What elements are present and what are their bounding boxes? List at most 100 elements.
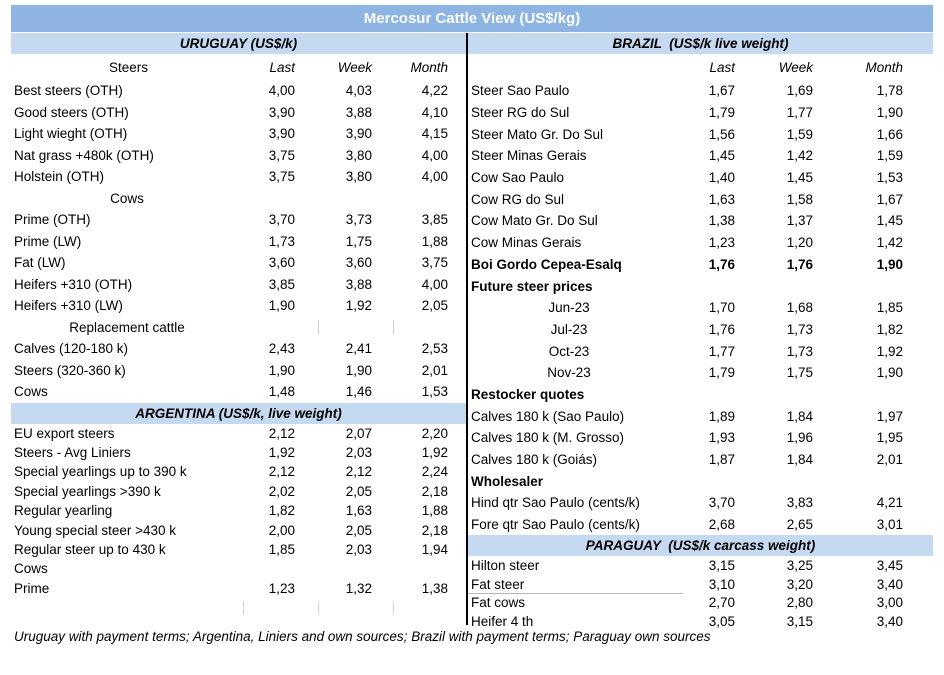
value-last: 1,63: [708, 191, 735, 207]
table-row: Prime 1,23 1,32 1,38: [11, 578, 466, 599]
table-row: [11, 598, 466, 618]
value-month: 3,00: [876, 595, 903, 611]
value-week: 3,60: [345, 255, 372, 271]
value-month: 1,66: [876, 126, 903, 142]
value-month: 4,15: [421, 126, 448, 142]
table-row: Fat steer 3,10 3,20 3,40: [468, 575, 933, 594]
value-last: 1,77: [708, 343, 735, 359]
table-row: Jul-23 1,76 1,73 1,82: [468, 318, 933, 341]
value-month: 2,20: [421, 425, 448, 441]
column-header-last: Last: [269, 59, 295, 75]
table-row: Hilton steer 3,15 3,25 3,45: [468, 556, 933, 576]
row-label: Prime (OTH): [14, 212, 91, 228]
table-row: Boi Gordo Cepea-Esalq 1,76 1,76 1,90: [468, 253, 933, 276]
value-last: 1,73: [268, 233, 295, 249]
row-label: Regular steer up to 430 k: [14, 542, 166, 558]
table-row: Fat (LW) 3,60 3,60 3,75: [11, 252, 466, 274]
table-row: Future steer prices: [468, 275, 933, 297]
value-week: 3,20: [786, 576, 813, 592]
gridline-mark: [393, 319, 394, 334]
value-last: 3,10: [708, 576, 735, 592]
left-column: URUGUAY (US$/k) Steers Last Week Month Best s…: [11, 33, 466, 618]
value-last: 2,68: [708, 517, 735, 533]
value-month: 4,00: [421, 276, 448, 292]
row-label: Wholesaler: [471, 473, 544, 489]
value-week: 1,46: [345, 384, 372, 400]
value-last: 3,90: [268, 104, 295, 120]
row-label: Good steers (OTH): [14, 104, 129, 120]
value-last: 1,45: [708, 148, 735, 164]
value-last: 1,38: [708, 213, 735, 229]
section-argentina: EU export steers 2,12 2,07 2,20 Steers - Avg…: [11, 423, 466, 618]
value-week: 3,80: [345, 169, 372, 185]
table-row: Cows 1,48 1,46 1,53: [11, 381, 466, 403]
row-label: Steer Minas Gerais: [471, 148, 587, 164]
value-last: 2,70: [708, 595, 735, 611]
row-label: Prime (LW): [14, 233, 82, 249]
value-last: 3,70: [708, 495, 735, 511]
table-row: Regular yearling 1,82 1,63 1,88: [11, 501, 466, 521]
value-last: 1,89: [708, 408, 735, 424]
column-header-row: Last Week Month: [468, 54, 933, 80]
value-week: 2,07: [345, 425, 372, 441]
section-brazil: Last Week Month Steer Sao Paulo 1,67 1,69 1,78…: [468, 54, 933, 536]
row-label: Jun-23: [548, 300, 590, 316]
table-row: Fore qtr Sao Paulo (cents/k) 2,68 2,65 3,01: [468, 513, 933, 536]
table-row: Cow RG do Sul 1,63 1,58 1,67: [468, 188, 933, 211]
value-last: 1,87: [708, 452, 735, 468]
value-last: 1,85: [268, 542, 295, 558]
column-header-month: Month: [865, 59, 903, 75]
table-row: Special yearlings up to 390 k 2,12 2,12 2,2…: [11, 462, 466, 482]
value-week: 3,80: [345, 147, 372, 163]
table-row: Wholesaler: [468, 470, 933, 493]
table-row: Fat cows 2,70 2,80 3,00: [468, 593, 933, 613]
table-row: Heifer 4 th 3,05 3,15 3,40: [468, 612, 933, 631]
value-month: 1,95: [876, 430, 903, 446]
row-label: Hilton steer: [471, 558, 540, 574]
value-week: 1,37: [786, 213, 813, 229]
value-last: 1,79: [708, 105, 735, 121]
row-label: Oct-23: [548, 343, 590, 359]
row-label: Nov-23: [547, 365, 591, 381]
column-header-row: Steers Last Week Month: [11, 54, 466, 80]
value-last: 1,79: [708, 365, 735, 381]
value-month: 2,18: [421, 522, 448, 538]
row-label: Cow RG do Sul: [471, 191, 565, 207]
table-row: Jun-23 1,70 1,68 1,85: [468, 296, 933, 319]
table-row: Cow Mato Gr. Do Sul 1,38 1,37 1,45: [468, 210, 933, 232]
row-label: Cows: [14, 384, 48, 400]
value-week: 3,73: [345, 212, 372, 228]
value-last: 1,90: [268, 362, 295, 378]
column-divider: [466, 33, 468, 625]
value-week: 1,20: [786, 235, 813, 251]
row-label: Prime: [14, 580, 50, 596]
value-week: 1,90: [345, 362, 372, 378]
value-last: 1,76: [708, 321, 735, 337]
table-row: Nat grass +480k (OTH) 3,75 3,80 4,00: [11, 144, 466, 166]
section-uruguay: Steers Last Week Month Best steers (OTH) 4,00…: [11, 54, 466, 403]
row-label: Nat grass +480k (OTH): [14, 147, 154, 163]
value-week: 3,88: [345, 104, 372, 120]
section-header-brazil: BRAZIL (US$/k live weight): [468, 33, 933, 54]
table-row: Holstein (OTH) 3,75 3,80 4,00: [11, 166, 466, 188]
row-label: Fat cows: [471, 595, 526, 611]
value-month: 1,78: [876, 83, 903, 99]
value-week: 1,92: [345, 298, 372, 314]
gridline-mark: [318, 601, 319, 616]
value-month: 1,82: [876, 321, 903, 337]
gridline-mark: [243, 601, 244, 616]
value-last: 3,75: [268, 147, 295, 163]
gridline-mark: [318, 319, 319, 334]
value-last: 3,85: [268, 276, 295, 292]
gridline-mark: [393, 601, 394, 616]
value-month: 3,40: [876, 576, 903, 592]
value-week: 1,58: [786, 191, 813, 207]
value-week: 4,03: [345, 83, 372, 99]
row-label: Cow Mato Gr. Do Sul: [471, 213, 598, 229]
value-month: 2,18: [421, 483, 448, 499]
row-label: Special yearlings up to 390 k: [14, 464, 187, 480]
value-last: 1,90: [268, 298, 295, 314]
value-last: 2,12: [268, 425, 295, 441]
value-month: 1,38: [421, 580, 448, 596]
row-label: Fore qtr Sao Paulo (cents/k): [471, 517, 640, 533]
